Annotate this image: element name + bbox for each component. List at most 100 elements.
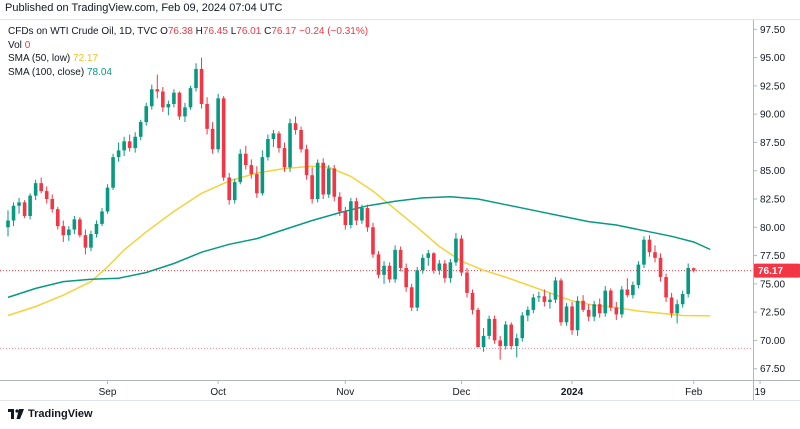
y-tick-label: 87.50 [760, 138, 785, 149]
candle-body [105, 187, 110, 212]
candle [22, 200, 27, 219]
candle-body [304, 149, 309, 176]
candle-body [404, 268, 408, 288]
candle-body [415, 270, 420, 308]
candle [293, 116, 298, 135]
candle [94, 220, 99, 238]
legend-sma50-row[interactable]: SMA (50, low) 72.17 [8, 52, 368, 66]
candle-body [360, 208, 364, 221]
candle [387, 262, 392, 283]
legend-sma100-row[interactable]: SMA (100, close) 78.04 [8, 66, 368, 80]
candle-body [271, 133, 276, 140]
candle [249, 159, 254, 179]
chart-legend: CFDs on WTI Crude Oil, 1D, TVC O76.38 H7… [8, 25, 368, 79]
candle [520, 312, 525, 342]
candle-body [260, 157, 265, 194]
tradingview-brand[interactable]: TradingView [8, 408, 93, 420]
sma100-line [7, 195, 711, 299]
candle [382, 261, 386, 284]
candle-body [509, 324, 514, 347]
candle [443, 260, 447, 283]
candle-body [526, 309, 530, 316]
candle-body [625, 289, 630, 296]
candle [620, 286, 624, 318]
candle [243, 145, 248, 170]
volume-value: 0 [24, 39, 31, 51]
candle-body [39, 183, 43, 192]
candle [432, 252, 436, 274]
candle-body [614, 307, 619, 315]
candle [531, 294, 536, 314]
y-tick-label: 75.00 [760, 279, 785, 290]
symbol-title[interactable]: CFDs on WTI Crude Oil, 1D, TVC [8, 26, 158, 37]
x-tick-label: 19 [755, 387, 767, 398]
x-tick-label: 2024 [561, 387, 584, 398]
candle-body [183, 107, 187, 117]
candle-body [409, 287, 414, 308]
candle-body [570, 306, 574, 331]
candle [404, 263, 408, 292]
candle-body [310, 175, 314, 199]
candle [597, 298, 602, 318]
candle-body [194, 68, 198, 89]
candle-body [376, 254, 381, 275]
candle [548, 292, 552, 309]
candle-body [89, 234, 93, 248]
candle-body [338, 196, 342, 212]
candle-body [161, 91, 165, 108]
legend-volume-row[interactable]: Vol 0 [8, 39, 368, 53]
candle-body [653, 252, 657, 258]
candle-body [249, 165, 254, 175]
candle [570, 301, 574, 335]
candle [592, 300, 596, 322]
candle-body [205, 103, 209, 129]
candle-body [658, 257, 663, 278]
candle-body [232, 182, 237, 201]
candle [603, 286, 608, 317]
candle [161, 87, 165, 112]
last-price-label: 76.17 [758, 266, 783, 277]
open-label: O [160, 26, 168, 37]
candle [183, 102, 187, 123]
candle [177, 91, 182, 120]
candle [310, 167, 314, 204]
candle-body [100, 211, 104, 224]
candle-body [371, 227, 375, 255]
candle [343, 206, 348, 230]
candle-body [111, 157, 115, 188]
candle-body [238, 153, 243, 183]
y-tick-label: 70.00 [760, 336, 785, 347]
candle [326, 165, 331, 198]
candle [238, 149, 243, 185]
open-value: 76.38 [167, 26, 193, 37]
candle [321, 158, 326, 199]
candle [542, 289, 547, 307]
candle [398, 246, 403, 272]
candle [6, 210, 10, 237]
candle [111, 153, 115, 190]
candle-body [680, 294, 685, 305]
candle [658, 253, 663, 282]
candle-body [564, 306, 569, 323]
candle [354, 197, 359, 226]
low-label: L [230, 26, 237, 37]
last-price-badge [754, 263, 800, 278]
candle-body [620, 289, 624, 315]
candle [575, 296, 580, 336]
candle-body [426, 253, 431, 258]
candle-body [470, 292, 475, 310]
candle [631, 281, 635, 299]
candle [371, 222, 375, 258]
candle [448, 258, 453, 283]
x-tick-label: Sep [99, 387, 117, 398]
y-tick-label: 80.00 [760, 223, 785, 234]
candle-body [22, 202, 27, 216]
candle [459, 235, 464, 276]
candle-body [221, 98, 226, 178]
candle-body [122, 141, 126, 151]
candle [39, 177, 43, 194]
candle [614, 301, 619, 321]
candle-body [642, 239, 646, 265]
candle-body [354, 201, 359, 221]
